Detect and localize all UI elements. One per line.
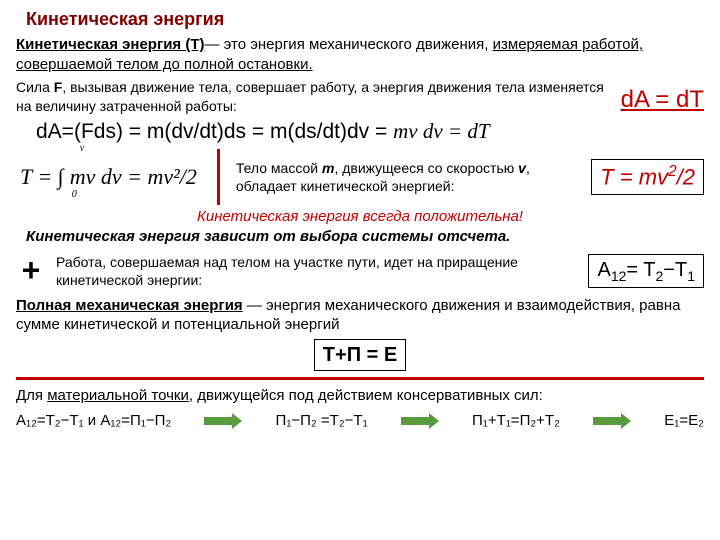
divider-bar <box>217 149 220 205</box>
box-kinetic: T = mv2/2 <box>591 159 704 195</box>
sv: v <box>518 160 526 176</box>
A: A <box>597 259 610 281</box>
int-body: mv dv = mv²/2 <box>70 163 197 192</box>
full-energy-line: Полная механическая энергия — энергия ме… <box>16 296 704 335</box>
br3: П₁+Т₁=П₂+Т₂ <box>472 411 560 431</box>
t1s: 1 <box>687 268 695 284</box>
arrow-icon <box>204 414 242 428</box>
plus-icon: + <box>16 250 46 292</box>
material-point-line: Для материальной точки, движущейся под д… <box>16 386 704 406</box>
mpu: материальной точки <box>47 387 189 404</box>
derivation-line: dA=(Fds) = m(dv/dt)ds = m(ds/dt)dv = mv … <box>36 118 704 145</box>
rhs1: = T <box>626 259 655 281</box>
br1: А₁₂=Т₂−Т₁ и А₁₂=П₁−П₂ <box>16 411 171 431</box>
A12s: 12 <box>611 268 627 284</box>
page-title: Кинетическая энергия <box>16 8 704 31</box>
arrow-icon <box>593 414 631 428</box>
mp1: Для <box>16 387 47 404</box>
s2: , движущееся со скоростью <box>334 160 518 176</box>
red-divider <box>16 377 704 380</box>
eq-dA-dT: dA = dT <box>621 84 704 115</box>
work-row: + Работа, совершаемая над телом на участ… <box>16 250 704 292</box>
bottom-chain: А₁₂=Т₂−Т₁ и А₁₂=П₁−П₂ П₁−П₂ =Т₂−Т₁ П₁+Т₁… <box>16 411 704 431</box>
intro-text-1: — это энергия механического движения, <box>205 36 493 53</box>
box-TPE-wrap: Т+П = Е <box>16 339 704 371</box>
int-hi: v <box>80 146 84 152</box>
frame-dependence: Кинетическая энергия зависит от выбора с… <box>26 227 704 247</box>
intro-block: Кинетическая энергия (Т)— это энергия ме… <box>16 35 704 74</box>
int-lo: 0 <box>72 192 77 198</box>
integral-row: T = ∫ v 0 mv dv = mv²/2 Тело массой m, д… <box>16 149 704 205</box>
br2: П₁−П₂ =Т₂−Т₁ <box>276 411 368 431</box>
sm: m <box>322 160 334 176</box>
p2a: Сила <box>16 79 54 95</box>
term: Кинетическая энергия (Т) <box>16 36 205 53</box>
always-positive: Кинетическая энергия всегда положительна… <box>16 207 704 227</box>
br4: Е₁=Е₂ <box>664 411 704 431</box>
force-paragraph: Сила F, вызывая движение тела, совершает… <box>16 78 704 114</box>
mp2: , движущейся под действием консервативны… <box>189 387 543 404</box>
side-explain: Тело массой m, движущееся со скоростью v… <box>236 159 581 195</box>
box-TPE: Т+П = Е <box>314 339 406 371</box>
work-text: Работа, совершаемая над телом на участке… <box>56 253 578 289</box>
int-T: T = ∫ <box>20 164 64 189</box>
p2b: , вызывая движение тела, совершает работ… <box>16 79 604 113</box>
bigeq-tail: mv dv = dT <box>393 119 489 143</box>
bigeq: dA=(Fds) = m(dv/dt)ds = m(ds/dt)dv = <box>36 120 387 143</box>
box-A12: A12= T2−T1 <box>588 254 704 288</box>
integral-expr: T = ∫ v 0 mv dv = mv²/2 <box>16 160 201 194</box>
fe1: Полная механическая энергия <box>16 297 243 314</box>
arrow-icon <box>401 414 439 428</box>
s1: Тело массой <box>236 160 322 176</box>
minus: −T <box>663 259 687 281</box>
